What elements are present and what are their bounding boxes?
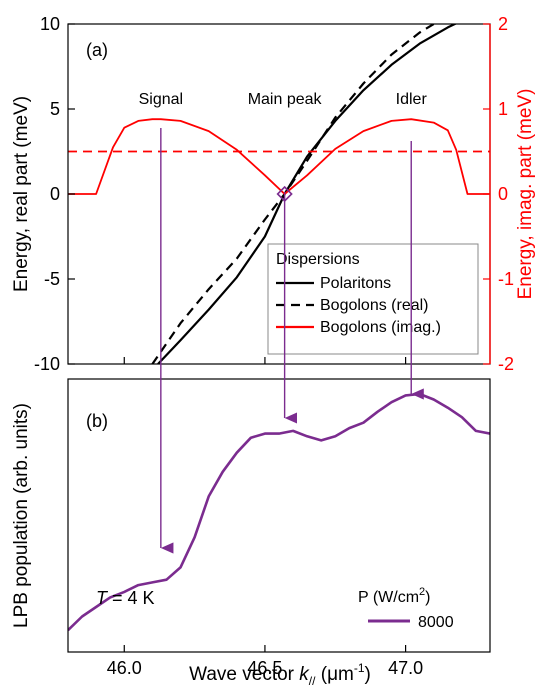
x-tick-label: 46.5 — [247, 658, 282, 678]
y-axis-title-b: LPB population (arb. units) — [11, 403, 32, 628]
panel-b: 46.0 46.5 47.0 LPB population (arb. units) W… — [11, 378, 491, 686]
x-title-part: (μm — [315, 664, 353, 685]
x-tick-label: 47.0 — [388, 658, 423, 678]
y2-tick-label: -1 — [498, 269, 514, 289]
x-tick-label: 46.0 — [107, 658, 142, 678]
annotation-signal: Signal — [139, 91, 183, 108]
x-title-sub: // — [309, 674, 316, 686]
temperature-var: T — [96, 588, 109, 608]
series-polaritons — [157, 24, 458, 364]
y-tick-label: 0 — [50, 184, 60, 204]
x-title-part: ) — [365, 664, 371, 685]
y-axis-title: Energy, real part (meV) — [11, 96, 32, 292]
legend-box — [267, 243, 479, 355]
legend-entry: Polaritons — [320, 275, 391, 292]
legend-title: Dispersions — [276, 251, 360, 268]
x-title-part: Wave vector — [189, 664, 299, 685]
legend-entry: Bogolons (real) — [320, 297, 429, 314]
panel-label: (a) — [86, 40, 108, 60]
y-tick-label: 5 — [50, 99, 60, 119]
temperature-label: T = 4 K — [96, 588, 155, 608]
y-tick-label: 10 — [40, 14, 60, 34]
y2-axis-title: Energy, imag. part (meV) — [515, 89, 536, 300]
panel-b-frame — [67, 378, 491, 653]
legend-title-b: P (W/cm2) — [358, 586, 430, 606]
temperature-value: = 4 K — [107, 588, 155, 608]
x-axis-title: Wave vector k// (μm-1) — [189, 661, 371, 686]
y-tick-label: -5 — [44, 269, 60, 289]
series-bogolons-real — [151, 24, 436, 364]
x-title-sup: -1 — [354, 661, 365, 675]
x-title-var: k — [299, 664, 310, 685]
y2-tick-label: -2 — [498, 354, 514, 374]
panel-label: (b) — [86, 411, 108, 431]
annotation-idler: Idler — [396, 91, 428, 108]
legend-title-part: ) — [425, 589, 430, 606]
y2-tick-label: 2 — [498, 14, 508, 34]
legend-title-sup: 2 — [419, 586, 425, 598]
y-tick-label: -10 — [34, 354, 60, 374]
legend-entry: Bogolons (imag.) — [320, 319, 441, 336]
legend-entry-b: 8000 — [418, 614, 454, 631]
y2-tick-label: 1 — [498, 99, 508, 119]
series-bogolons-imag — [68, 118, 490, 195]
annotation-main-peak: Main peak — [248, 91, 323, 108]
y2-tick-label: 0 — [498, 184, 508, 204]
legend-title-part: P (W/cm — [358, 589, 419, 606]
